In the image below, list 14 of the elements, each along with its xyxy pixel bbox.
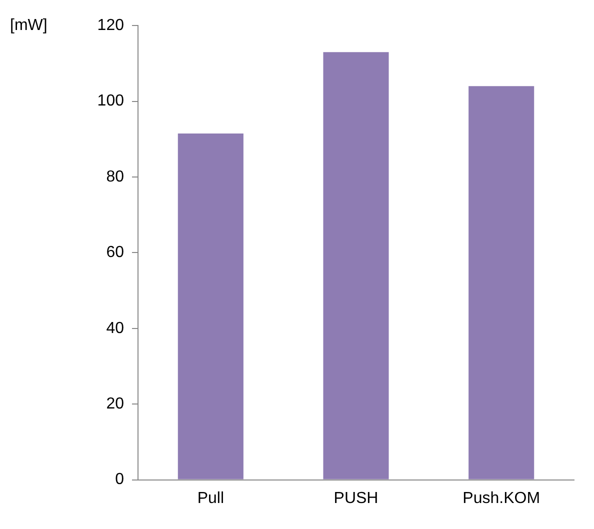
y-tick-label: 20 [106,396,124,413]
x-tick-label: Push.KOM [462,490,540,507]
y-tick-label: 100 [97,92,124,110]
bar [468,86,534,480]
bar [178,133,244,480]
y-tick-label: 60 [106,244,124,262]
bar [323,52,389,480]
y-axis-title: [mW] [10,17,48,34]
x-tick-label: PUSH [334,490,378,507]
y-tick-label: 0 [115,471,124,488]
y-tick-label: 120 [97,17,124,34]
y-tick-label: 80 [106,168,124,186]
x-tick-label: Pull [197,490,224,507]
y-tick-label: 40 [106,320,124,337]
